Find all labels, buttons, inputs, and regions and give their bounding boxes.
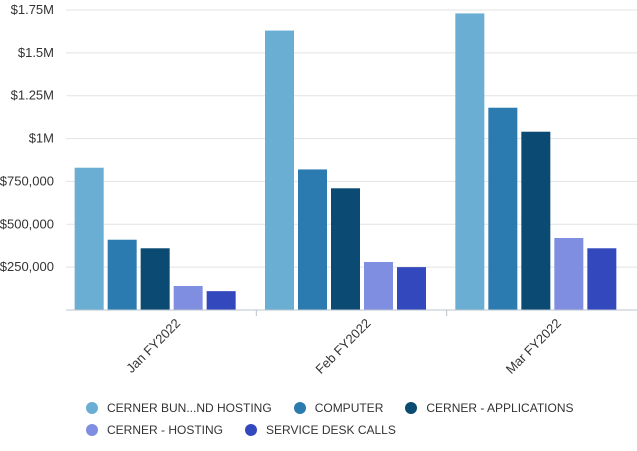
x-axis: Jan FY2022 Feb FY2022 Mar FY2022 bbox=[66, 309, 637, 377]
y-tick-label: $250,000 bbox=[0, 259, 54, 274]
x-tick-label: Mar FY2022 bbox=[503, 316, 564, 377]
bar bbox=[265, 30, 294, 310]
legend-swatch-icon bbox=[86, 402, 98, 414]
bar bbox=[488, 107, 518, 310]
y-tick-label: $750,000 bbox=[0, 173, 54, 188]
bar bbox=[298, 169, 327, 310]
bar bbox=[554, 238, 584, 310]
bar bbox=[107, 239, 137, 310]
bar bbox=[140, 248, 170, 310]
bar bbox=[173, 286, 203, 310]
legend-swatch-icon bbox=[405, 402, 418, 414]
bar bbox=[397, 267, 426, 310]
legend-label: CERNER BUN...ND HOSTING bbox=[107, 401, 272, 415]
legend-swatch-icon bbox=[293, 402, 306, 414]
y-tick-label: $1.25M bbox=[11, 88, 54, 103]
y-tick-label: $500,000 bbox=[0, 216, 54, 231]
bar bbox=[206, 291, 236, 310]
y-tick-label: $1M bbox=[29, 131, 54, 146]
legend-label: CERNER - HOSTING bbox=[107, 423, 224, 437]
legend-label: CERNER - APPLICATIONS bbox=[426, 401, 574, 415]
legend-label: SERVICE DESK CALLS bbox=[266, 423, 396, 437]
bar bbox=[521, 131, 551, 310]
bar bbox=[587, 248, 617, 310]
bars bbox=[74, 13, 617, 311]
bar bbox=[74, 167, 104, 310]
legend-item[interactable]: SERVICE DESK CALLS bbox=[245, 422, 396, 438]
x-tick-label: Jan FY2022 bbox=[123, 316, 183, 376]
legend-item[interactable]: CERNER - HOSTING bbox=[86, 422, 223, 438]
x-tick-label: Feb FY2022 bbox=[312, 316, 373, 377]
legend-swatch-icon bbox=[245, 424, 258, 436]
y-axis: $250,000 $500,000 $750,000 $1M $1.25M $1.5M $1… bbox=[0, 2, 54, 274]
bar bbox=[331, 188, 360, 310]
bar bbox=[455, 13, 485, 311]
y-tick-label: $1.75M bbox=[11, 2, 54, 17]
legend-item[interactable]: CERNER - APPLICATIONS bbox=[405, 400, 574, 416]
legend-item[interactable]: CERNER BUN...ND HOSTING bbox=[86, 400, 272, 416]
legend-swatch-icon bbox=[86, 424, 98, 436]
y-tick-label: $1.5M bbox=[18, 45, 54, 60]
legend: CERNER BUN...ND HOSTING COMPUTER CERNER - … bbox=[86, 400, 606, 438]
legend-item[interactable]: COMPUTER bbox=[293, 400, 384, 416]
legend-label: COMPUTER bbox=[314, 401, 384, 415]
grid-lines bbox=[66, 9, 637, 268]
bar bbox=[364, 262, 393, 310]
